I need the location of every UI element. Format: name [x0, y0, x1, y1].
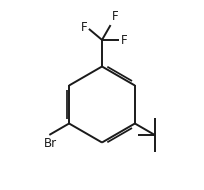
Text: F: F	[121, 34, 128, 47]
Text: F: F	[112, 10, 118, 23]
Text: F: F	[80, 21, 87, 34]
Text: Br: Br	[44, 137, 57, 150]
